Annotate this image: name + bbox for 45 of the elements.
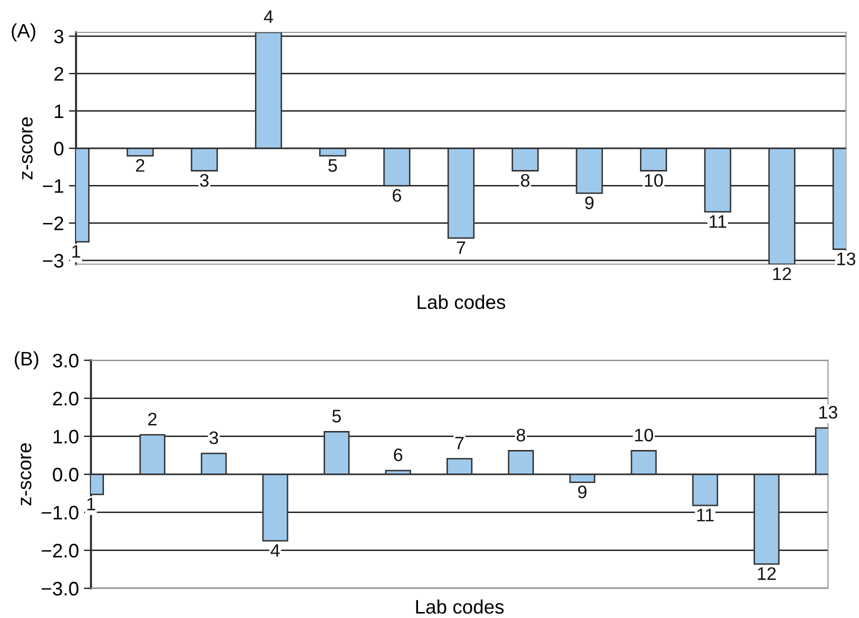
y-tick-label: 0 — [54, 142, 64, 156]
y-tick-label: 2 — [54, 67, 64, 81]
y-tick-label: −2.0 — [42, 544, 78, 558]
y-tick-label: 1.0 — [54, 430, 78, 444]
category-label: 12 — [773, 267, 791, 280]
category-label: 10 — [635, 428, 654, 442]
category-label: 11 — [697, 508, 714, 522]
category-label: 6 — [394, 448, 402, 462]
y-tick-label: −3.0 — [42, 582, 78, 596]
category-label: 3 — [200, 174, 209, 187]
category-label: 10 — [644, 174, 663, 187]
y-tick-label: −1.0 — [42, 506, 78, 520]
category-label: 9 — [585, 196, 594, 210]
category-label: 8 — [520, 174, 530, 187]
category-label: 13 — [837, 252, 856, 266]
x-axis-title: Lab codes — [416, 599, 504, 614]
category-label: 7 — [455, 436, 464, 450]
y-tick-label: −3 — [43, 254, 64, 268]
category-label: 8 — [516, 428, 526, 442]
category-label: 2 — [148, 412, 156, 426]
category-label: 5 — [328, 159, 337, 172]
category-label: 4 — [264, 10, 274, 23]
y-axis-title: z-score — [20, 443, 32, 506]
category-label: 12 — [758, 567, 776, 580]
category-label: 4 — [270, 544, 280, 557]
category-label: 5 — [332, 410, 341, 422]
chart-title: (B) — [14, 351, 38, 370]
category-label: 9 — [578, 486, 586, 498]
y-tick-label: 3.0 — [52, 354, 78, 368]
x-axis-title: Lab codes — [418, 294, 506, 310]
y-axis-title: z-score — [22, 117, 33, 180]
y-tick-label: −1 — [43, 179, 64, 193]
category-label: 7 — [456, 241, 466, 254]
category-label: 3 — [209, 431, 218, 444]
y-tick-label: 3 — [54, 30, 64, 44]
category-label: 1 — [87, 498, 96, 510]
category-label: 13 — [819, 406, 838, 419]
category-label: 11 — [710, 215, 726, 228]
y-tick-label: 2.0 — [53, 392, 78, 406]
category-label: 2 — [136, 159, 144, 172]
chart-title: (A) — [12, 23, 36, 42]
y-tick-label: 1 — [54, 104, 64, 118]
y-tick-label: 0.0 — [52, 468, 78, 482]
y-tick-label: −2 — [43, 216, 64, 230]
category-label: 6 — [392, 188, 402, 202]
